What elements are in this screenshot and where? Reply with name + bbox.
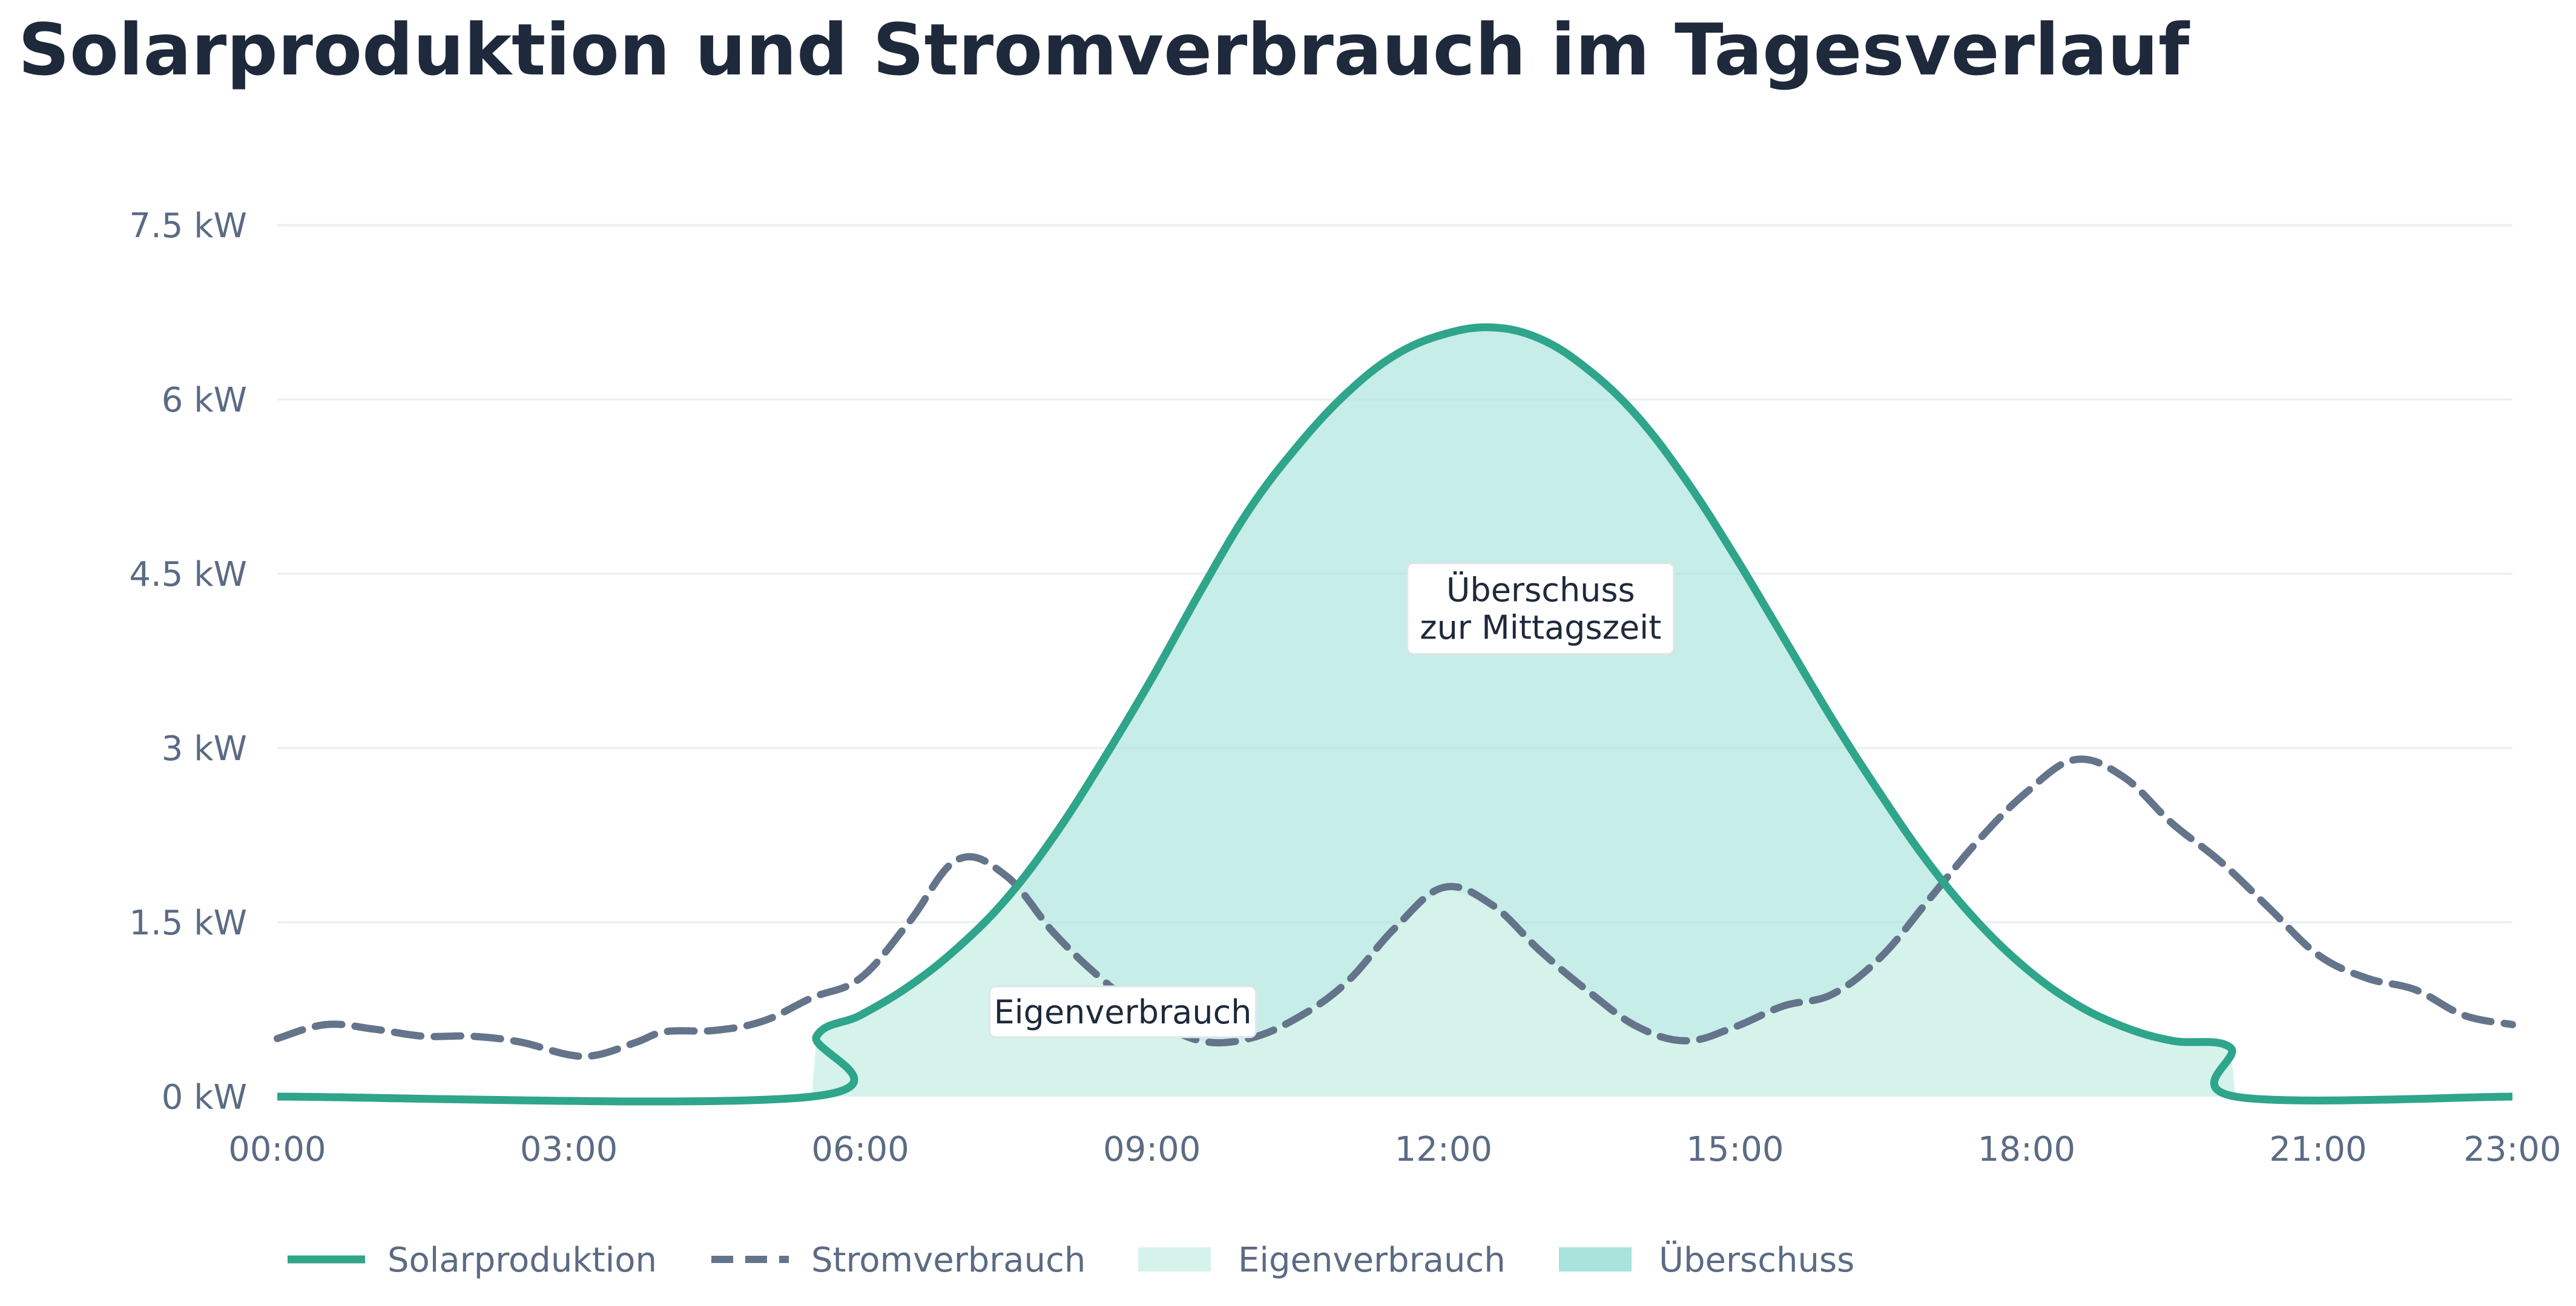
- axis-labels: 0 kW 1.5 kW 3 kW 4.5 kW 6 kW 7.5 kW 00:00 03:00…: [129, 206, 2561, 1169]
- y-tick-label: 4.5 kW: [129, 555, 247, 594]
- y-tick-label: 6 kW: [162, 381, 247, 420]
- series-lines: [274, 323, 2516, 1106]
- y-tick-label: 7.5 kW: [129, 206, 247, 246]
- y-tick-label: 0 kW: [162, 1078, 247, 1117]
- ueberschuss-area: [277, 327, 2512, 1097]
- y-tick-label: 1.5 kW: [129, 904, 247, 943]
- stromverbrauch-line: [274, 755, 2516, 1060]
- annotation-box: [1406, 562, 1675, 655]
- annotation-box: [989, 985, 1257, 1039]
- annotation-text: zur Mittagszeit: [1420, 609, 1661, 647]
- x-tick-label: 21:00: [2269, 1130, 2367, 1169]
- x-tick-label: 03:00: [520, 1130, 618, 1169]
- legend: Solarproduktion Stromverbrauch Eigenverbra…: [288, 1241, 1854, 1280]
- area-fills: [277, 327, 2512, 1097]
- annotation-text: Überschuss: [1446, 571, 1635, 609]
- legend-label: Eigenverbrauch: [1238, 1241, 1506, 1280]
- legend-label: Überschuss: [1659, 1241, 1854, 1280]
- solarproduktion-line: [277, 323, 2513, 1106]
- x-tick-label: 06:00: [811, 1130, 909, 1169]
- x-tick-label: 15:00: [1686, 1130, 1784, 1169]
- legend-label: Solarproduktion: [387, 1241, 657, 1280]
- x-tick-label: 18:00: [1978, 1130, 2075, 1169]
- x-tick-label: 00:00: [228, 1130, 326, 1169]
- x-tick-label: 09:00: [1103, 1130, 1201, 1169]
- eigenverbrauch-area: [277, 881, 2512, 1097]
- legend-label: Stromverbrauch: [811, 1241, 1085, 1280]
- x-tick-label: 12:00: [1395, 1130, 1492, 1169]
- legend-swatch-area: [1559, 1247, 1632, 1272]
- chart-title: Solarproduktion und Stromverbrauch im Ta…: [18, 8, 2190, 91]
- x-tick-label: 23:00: [2463, 1130, 2561, 1169]
- y-tick-label: 3 kW: [162, 729, 247, 769]
- annotation-text: Eigenverbrauch: [994, 993, 1252, 1031]
- legend-swatch-area: [1138, 1247, 1211, 1272]
